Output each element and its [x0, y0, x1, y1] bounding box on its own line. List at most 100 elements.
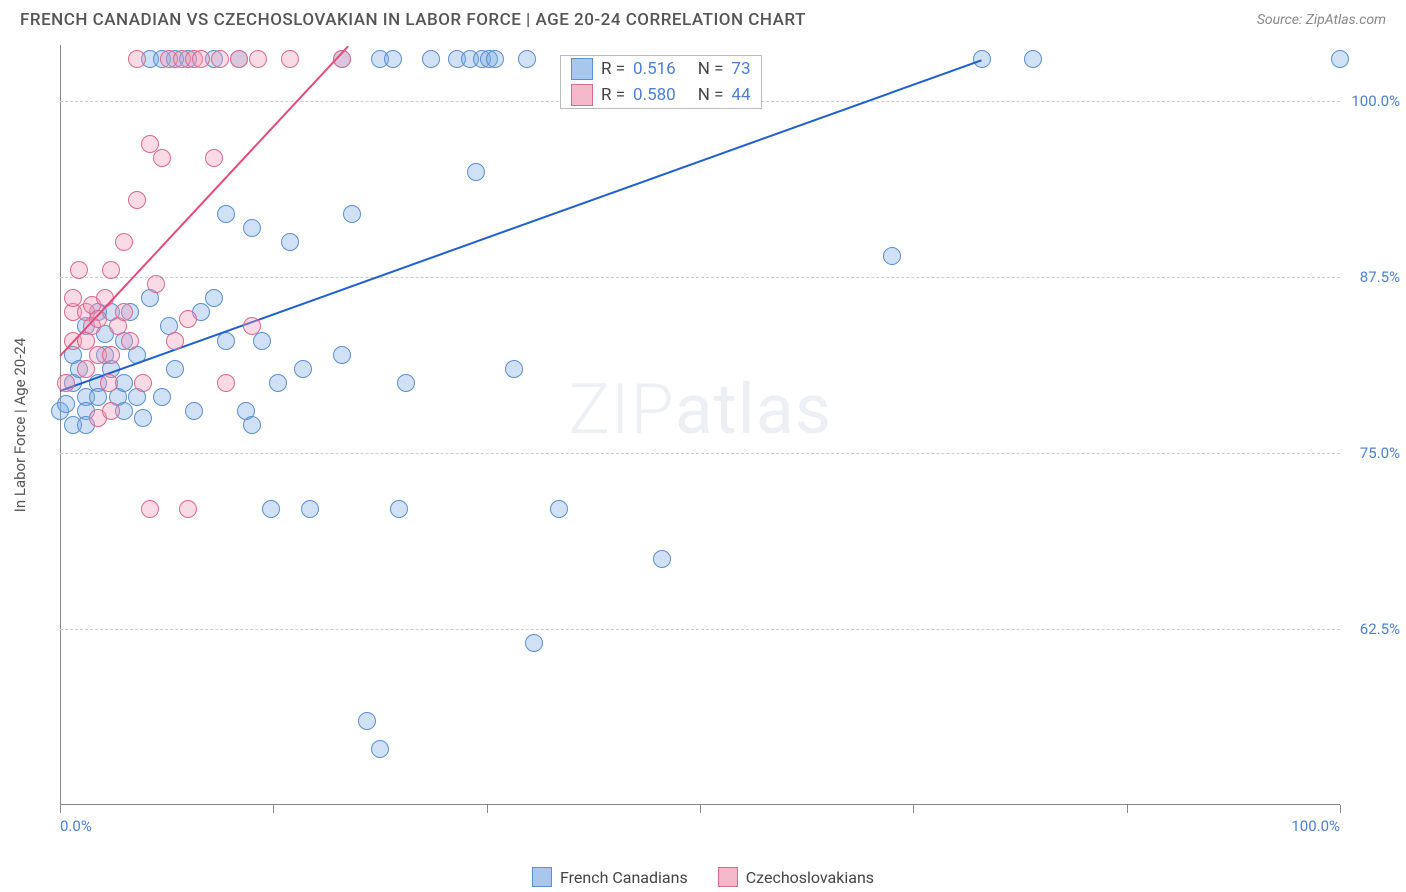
- stats-box: R =0.516N =73R =0.580N =44: [560, 55, 762, 109]
- scatter-point: [102, 261, 120, 279]
- scatter-point: [128, 50, 146, 68]
- scatter-point: [128, 191, 146, 209]
- scatter-point: [281, 50, 299, 68]
- scatter-point: [70, 261, 88, 279]
- scatter-point: [205, 149, 223, 167]
- scatter-point: [147, 275, 165, 293]
- scatter-point: [192, 50, 210, 68]
- chart-source: Source: ZipAtlas.com: [1257, 12, 1386, 28]
- legend-item: French Canadians: [532, 867, 688, 887]
- scatter-point: [217, 205, 235, 223]
- legend-label: Czechoslovakians: [746, 868, 874, 887]
- scatter-point: [205, 289, 223, 307]
- chart-area: ZIPatlas 62.5%75.0%87.5%100.0%0.0%100.0%…: [60, 45, 1340, 805]
- trend-line: [60, 59, 982, 392]
- chart-header: FRENCH CANADIAN VS CZECHOSLOVAKIAN IN LA…: [0, 0, 1406, 38]
- scatter-point: [301, 500, 319, 518]
- stat-n-label: N =: [698, 59, 724, 79]
- x-tick: [273, 805, 274, 813]
- scatter-point: [467, 163, 485, 181]
- stat-r-label: R =: [601, 59, 625, 79]
- scatter-point: [269, 374, 287, 392]
- scatter-point: [100, 374, 118, 392]
- stats-row: R =0.580N =44: [561, 82, 761, 108]
- y-axis-label: In Labor Force | Age 20-24: [11, 338, 29, 512]
- legend-swatch: [571, 84, 593, 106]
- x-tick: [913, 805, 914, 813]
- scatter-point: [134, 409, 152, 427]
- gridline: [60, 277, 1340, 278]
- x-tick: [60, 805, 61, 813]
- scatter-point: [249, 50, 267, 68]
- stat-r-value: 0.516: [633, 59, 676, 79]
- scatter-point: [77, 360, 95, 378]
- x-tick: [487, 805, 488, 813]
- x-tick-label: 100.0%: [1291, 817, 1340, 835]
- scatter-point: [243, 416, 261, 434]
- y-tick-label: 100.0%: [1342, 92, 1400, 110]
- scatter-point: [518, 50, 536, 68]
- stat-n-value: 73: [731, 59, 750, 79]
- scatter-point: [294, 360, 312, 378]
- stat-n-label: N =: [698, 85, 724, 105]
- legend-label: French Canadians: [560, 868, 688, 887]
- plot-region: ZIPatlas 62.5%75.0%87.5%100.0%0.0%100.0%: [60, 45, 1340, 805]
- scatter-point: [550, 500, 568, 518]
- scatter-point: [179, 310, 197, 328]
- scatter-point: [243, 219, 261, 237]
- stat-r-label: R =: [601, 85, 625, 105]
- scatter-point: [185, 402, 203, 420]
- gridline: [60, 629, 1340, 630]
- scatter-point: [384, 50, 402, 68]
- gridline: [60, 453, 1340, 454]
- scatter-point: [486, 50, 504, 68]
- scatter-point: [217, 374, 235, 392]
- watermark: ZIPatlas: [568, 369, 832, 451]
- legend-item: Czechoslovakians: [718, 867, 874, 887]
- scatter-point: [121, 332, 139, 350]
- scatter-point: [390, 500, 408, 518]
- stat-n-value: 44: [731, 85, 750, 105]
- legend: French Canadians Czechoslovakians: [532, 867, 874, 887]
- scatter-point: [397, 374, 415, 392]
- scatter-point: [281, 233, 299, 251]
- scatter-point: [1331, 50, 1349, 68]
- x-tick: [700, 805, 701, 813]
- y-axis: [60, 45, 61, 805]
- y-tick-label: 75.0%: [1342, 444, 1400, 462]
- scatter-point: [102, 402, 120, 420]
- scatter-point: [1024, 50, 1042, 68]
- scatter-point: [166, 332, 184, 350]
- scatter-point: [141, 500, 159, 518]
- scatter-point: [883, 247, 901, 265]
- scatter-point: [179, 500, 197, 518]
- x-tick: [1340, 805, 1341, 813]
- scatter-point: [115, 303, 133, 321]
- scatter-point: [525, 634, 543, 652]
- scatter-point: [333, 346, 351, 364]
- watermark-light: ZIP: [568, 369, 675, 451]
- scatter-point: [153, 388, 171, 406]
- scatter-point: [505, 360, 523, 378]
- scatter-point: [134, 374, 152, 392]
- x-tick-label: 0.0%: [60, 817, 92, 835]
- scatter-point: [211, 50, 229, 68]
- scatter-point: [343, 205, 361, 223]
- scatter-point: [153, 149, 171, 167]
- scatter-point: [166, 360, 184, 378]
- legend-swatch: [718, 867, 738, 887]
- scatter-point: [230, 50, 248, 68]
- chart-title: FRENCH CANADIAN VS CZECHOSLOVAKIAN IN LA…: [20, 10, 806, 30]
- scatter-point: [57, 395, 75, 413]
- watermark-dark: atlas: [675, 369, 832, 451]
- scatter-point: [115, 233, 133, 251]
- scatter-point: [371, 740, 389, 758]
- y-tick-label: 87.5%: [1342, 268, 1400, 286]
- x-tick: [1127, 805, 1128, 813]
- legend-swatch: [571, 58, 593, 80]
- stats-row: R = 0.516 N = 73: [561, 56, 761, 82]
- scatter-point: [102, 346, 120, 364]
- y-tick-label: 62.5%: [1342, 620, 1400, 638]
- scatter-point: [243, 317, 261, 335]
- scatter-point: [57, 374, 75, 392]
